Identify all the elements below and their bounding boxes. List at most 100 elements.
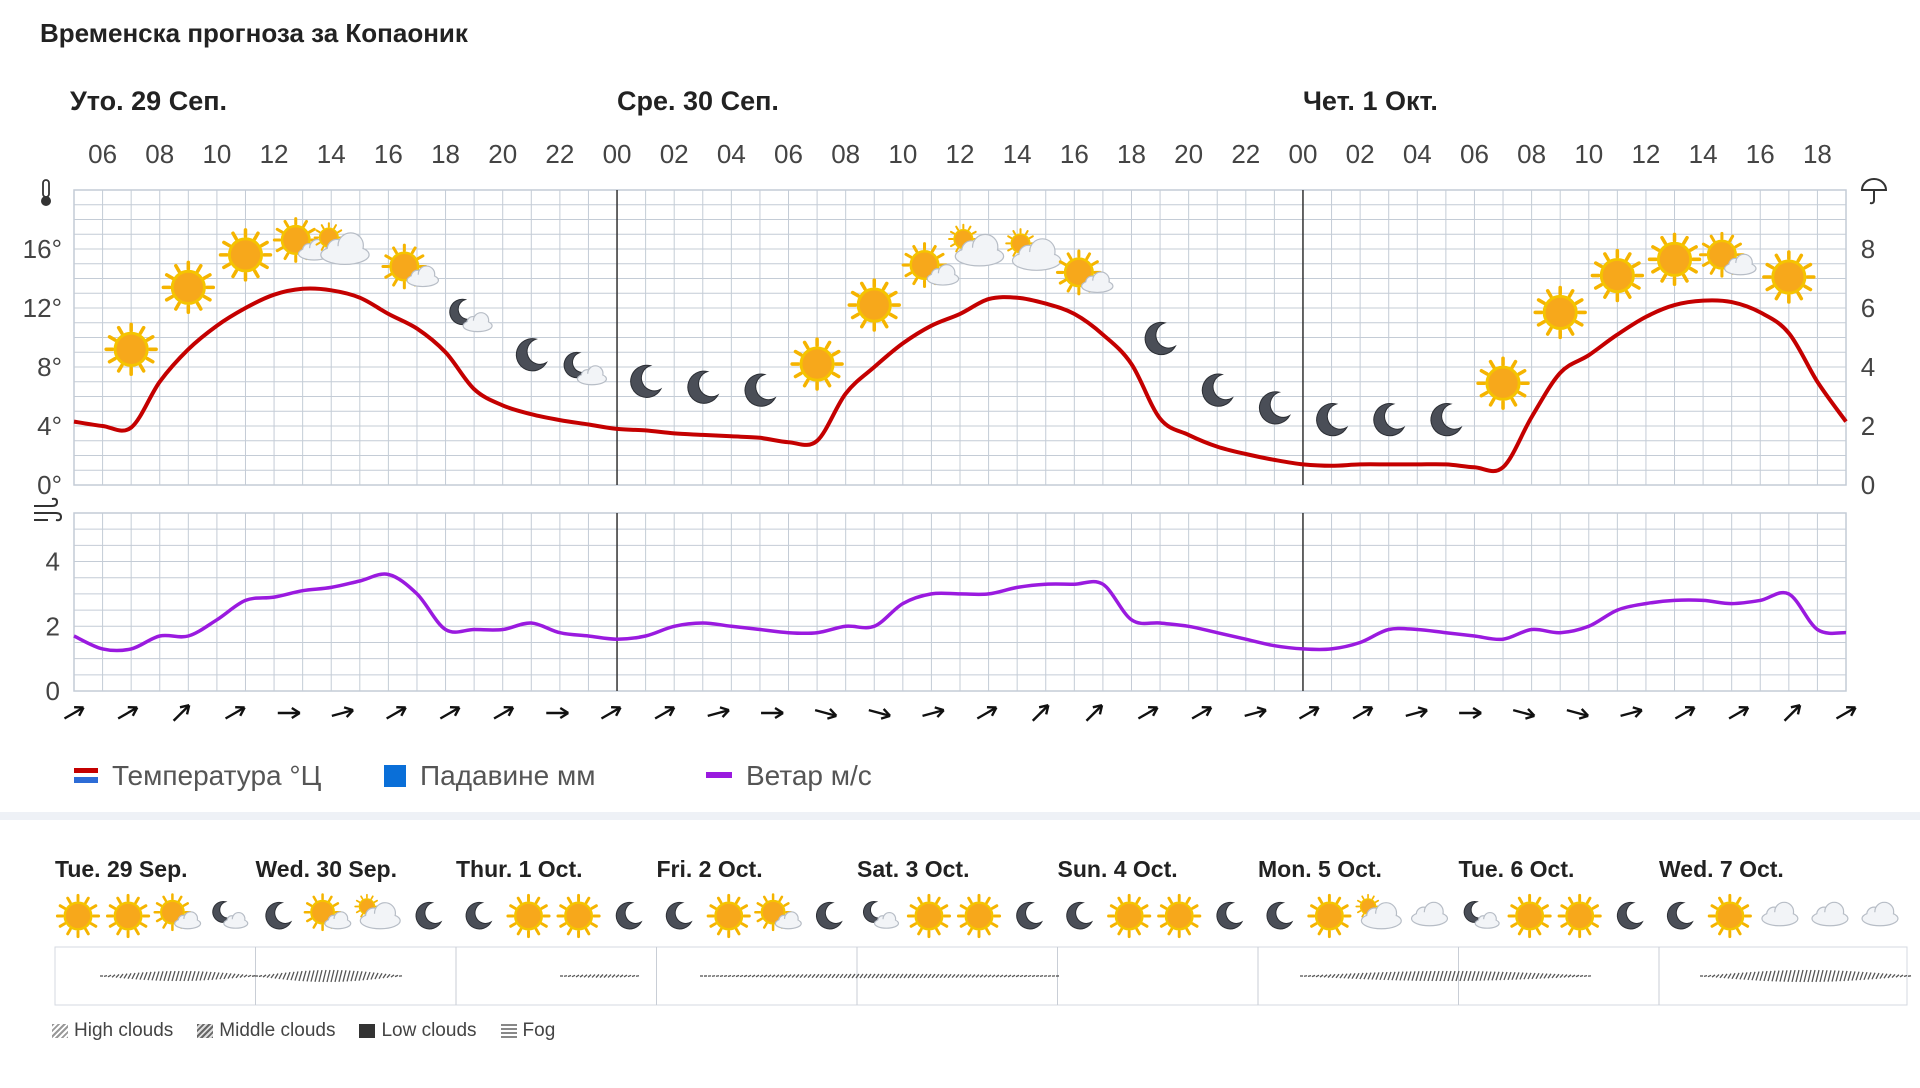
cloud-cover-hatch (1308, 976, 1311, 977)
cloud-cover-hatch (728, 976, 731, 977)
cloud-fill (777, 919, 800, 927)
temperature-axis-label: 12° (23, 293, 62, 323)
cloud-cover-hatch (716, 976, 719, 977)
sun-icon (508, 895, 549, 936)
sun-disc (172, 271, 204, 303)
wind-direction-arrow (868, 705, 892, 720)
hour-tick-label: 16 (1060, 139, 1089, 169)
sun-ray (141, 924, 146, 927)
weekly-weather-icon (558, 895, 599, 936)
sun-icon (958, 895, 999, 936)
wind-direction-arrow (438, 703, 462, 723)
sun-ray (536, 929, 539, 934)
sun-ray (1737, 929, 1740, 934)
sun-ray (307, 919, 311, 921)
sun-ray (711, 924, 716, 927)
wind-direction-arrow (1243, 705, 1267, 720)
wind-direction-arrow (1459, 708, 1481, 718)
sun-ray (542, 906, 547, 909)
cloud-fill (326, 919, 349, 927)
hour-tick-label: 10 (202, 139, 231, 169)
sun-ray (1319, 898, 1322, 903)
weekly-weather-icon (213, 901, 248, 928)
weekly-weather-icon (1617, 902, 1642, 929)
weekly-weather-icon (1709, 895, 1750, 936)
wind-direction-arrow (1834, 703, 1858, 723)
hour-tick-label: 14 (1689, 139, 1718, 169)
moon-icon (466, 902, 491, 929)
sun-ray (157, 903, 161, 905)
hour-tick-label: 14 (317, 139, 346, 169)
sun-ray (1358, 911, 1361, 913)
sun-ray (911, 924, 916, 927)
sun-ray (942, 924, 947, 927)
sun-ray (1372, 896, 1374, 899)
sun-disc (565, 903, 592, 930)
cloud-cover-hatch (1704, 976, 1707, 977)
sun-ray (568, 898, 571, 903)
hour-tick-label: 16 (374, 139, 403, 169)
weekly-weather-icon (1667, 902, 1692, 929)
hour-tick-label: 22 (1231, 139, 1260, 169)
sun-ray (1519, 898, 1522, 903)
cloud-cover-hatch (1044, 976, 1047, 977)
sun-disc (1116, 903, 1143, 930)
sun-ray (1569, 929, 1572, 934)
sun-icon (708, 895, 749, 936)
sun-ray (961, 924, 966, 927)
sun-ray (592, 924, 597, 927)
sun-ray (518, 898, 521, 903)
wind-axis-label: 2 (46, 611, 60, 641)
legend-wind: Ветар м/с (706, 760, 872, 792)
sun-ray (736, 929, 739, 934)
cloud-legend: High clouds Middle clouds Low clouds Fog (52, 1020, 555, 1042)
sun-ray (1712, 924, 1717, 927)
moon-icon (666, 902, 691, 929)
moon-icon (1217, 902, 1242, 929)
sun-disc (229, 239, 261, 271)
low-clouds-swatch (359, 1024, 375, 1038)
legend-precipitation: Падавине мм (384, 760, 595, 792)
hour-tick-label: 04 (1403, 139, 1432, 169)
hour-tick-label: 06 (774, 139, 803, 169)
sun-ray (361, 914, 363, 917)
weekly-weather-icon (466, 902, 491, 929)
cloud-fill (323, 246, 367, 262)
wind-icon (34, 499, 61, 520)
weekly-weather-icon (1464, 901, 1499, 928)
sun-ray (919, 929, 922, 934)
weekly-weather-icon (1267, 902, 1292, 929)
hour-tick-label: 02 (660, 139, 689, 169)
cloud-icon (875, 913, 899, 929)
sun-ray (937, 929, 940, 934)
day-header: Чет. 1 Окт. (1303, 86, 1438, 116)
sun-ray (969, 898, 972, 903)
weekly-weather-icon (1559, 895, 1600, 936)
weekly-weather-icon (1217, 902, 1242, 929)
precipitation-axis-label: 0 (1861, 470, 1875, 500)
moon-icon (616, 902, 641, 929)
sun-ray (992, 924, 997, 927)
cloud-fill (1083, 280, 1111, 290)
sun-ray (1720, 929, 1723, 934)
precipitation-legend-swatch (384, 765, 406, 787)
cloud-fill (465, 320, 491, 329)
precipitation-axis-label: 8 (1861, 234, 1875, 264)
sun-ray (375, 901, 378, 903)
sun-ray (1161, 924, 1166, 927)
cloud-legend-high-label: High clouds (74, 1020, 173, 1042)
sun-ray (1543, 924, 1548, 927)
hour-tick-label: 00 (603, 139, 632, 169)
high-clouds-swatch (52, 1024, 68, 1038)
sun-ray (511, 924, 516, 927)
weekly-weather-icon (1509, 895, 1550, 936)
wind-direction-arrow (1619, 705, 1643, 720)
sun-ray (1587, 929, 1590, 934)
sun-ray (68, 898, 71, 903)
cloud-fill (1864, 912, 1896, 924)
sun-ray (110, 906, 115, 909)
sun-ray (911, 906, 916, 909)
umbrella-canopy (1862, 179, 1886, 190)
weekly-weather-icon (416, 902, 441, 929)
